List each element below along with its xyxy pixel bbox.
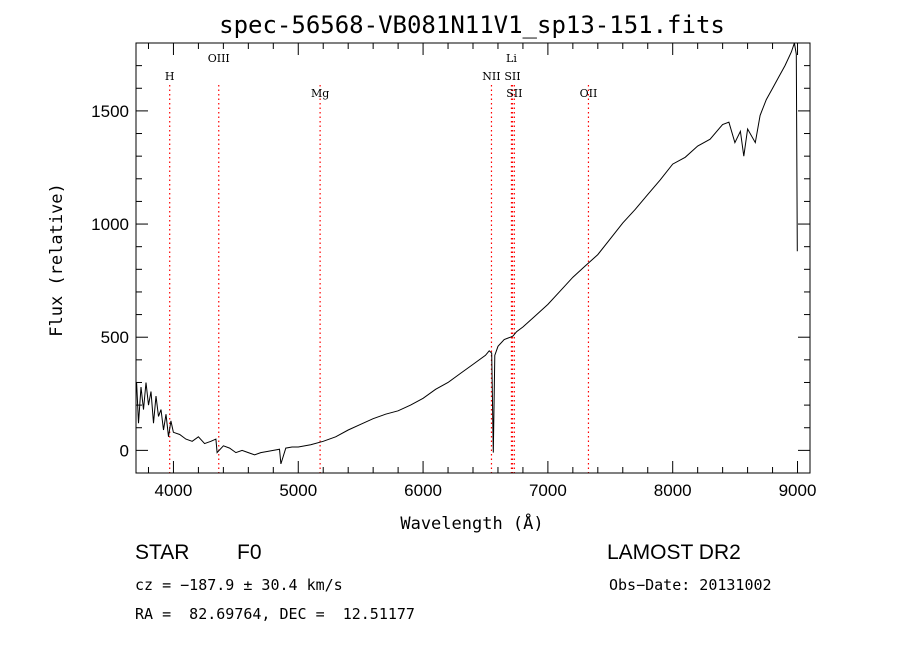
- x-axis-label: Wavelength (Å): [400, 512, 543, 534]
- survey-name: LAMOST DR2: [607, 541, 741, 564]
- x-tick-label: 9000: [779, 481, 817, 500]
- plot-frame: [135, 42, 811, 474]
- x-tick-label: 6000: [404, 481, 442, 500]
- x-tick-label: 5000: [279, 481, 317, 500]
- y-tick-label: 500: [101, 328, 129, 347]
- line-markers: H OIII Mg NII Li SII SII OII: [165, 52, 597, 473]
- axis-ticks: 4000 5000 6000 7000 8000 9000 0 500 1000 1500: [91, 42, 817, 500]
- redshift-velocity: cz = −187.9 ± 30.4 km/s: [135, 576, 343, 594]
- line-marker-label: SII: [504, 70, 520, 83]
- x-tick-label: 4000: [155, 481, 193, 500]
- spectral-subclass: F0: [237, 541, 262, 564]
- y-tick-label: 1500: [91, 102, 129, 121]
- line-marker-label: Li: [506, 52, 517, 65]
- line-marker-label: OII: [580, 87, 598, 100]
- line-marker-label: NII: [482, 70, 500, 83]
- line-marker-label: OIII: [208, 52, 230, 65]
- object-class: STAR: [135, 541, 190, 564]
- spectrum-line: [136, 42, 798, 465]
- chart-title: spec-56568-VB081N11V1_sp13-151.fits: [219, 11, 725, 39]
- y-axis-label: Flux (relative): [47, 183, 67, 337]
- y-tick-label: 1000: [91, 215, 129, 234]
- x-tick-label: 8000: [654, 481, 692, 500]
- x-tick-label: 7000: [529, 481, 567, 500]
- line-marker-label: H: [165, 70, 175, 83]
- coordinates: RA = 82.69764, DEC = 12.51177: [135, 605, 415, 623]
- observation-date: Obs−Date: 20131002: [609, 576, 772, 594]
- y-tick-label: 0: [120, 441, 129, 460]
- line-marker-label: Mg: [311, 87, 329, 100]
- line-marker-label: SII: [506, 87, 522, 100]
